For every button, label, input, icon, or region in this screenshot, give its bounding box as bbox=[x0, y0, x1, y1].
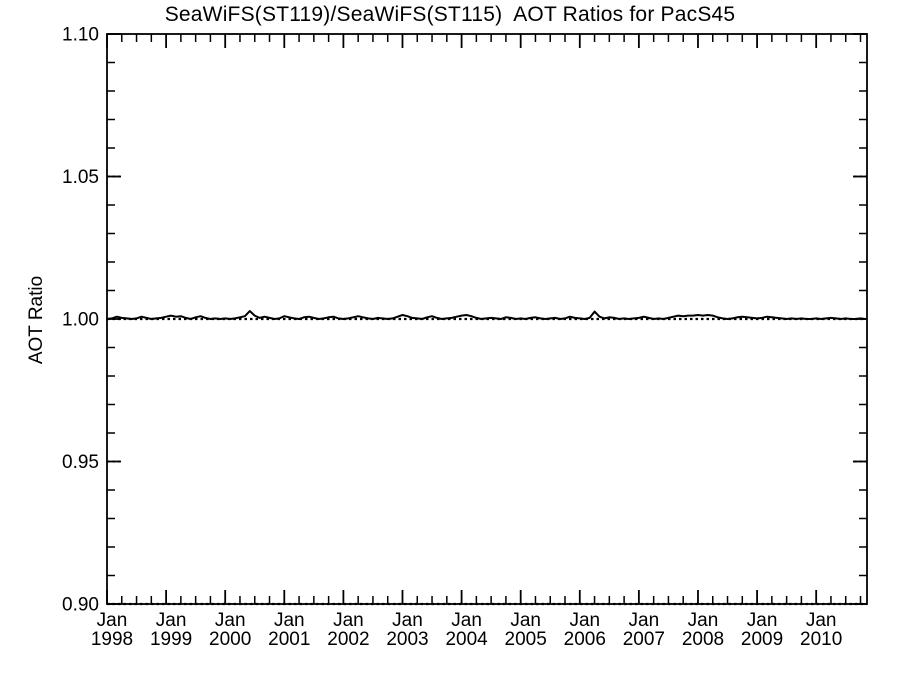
x-tick-label: Jan 2005 bbox=[505, 610, 547, 650]
y-tick-label: 1.10 bbox=[62, 25, 99, 46]
x-tick-label: Jan 2010 bbox=[800, 610, 842, 650]
x-tick-label: Jan 1998 bbox=[91, 610, 133, 650]
x-tick-label: Jan 2004 bbox=[445, 610, 488, 650]
x-tick-label: Jan 2008 bbox=[682, 610, 724, 650]
x-tick-label: Jan 2001 bbox=[268, 610, 310, 650]
y-tick-label: 1.05 bbox=[62, 167, 99, 188]
x-tick-label: Jan 2007 bbox=[623, 610, 665, 650]
x-tick-label: Jan 2002 bbox=[327, 610, 369, 650]
y-tick-label: 1.00 bbox=[62, 310, 99, 331]
x-tick-label: Jan 2006 bbox=[564, 610, 606, 650]
y-tick-label: 0.90 bbox=[62, 595, 99, 616]
chart-title: SeaWiFS(ST119)/SeaWiFS(ST115) AOT Ratios… bbox=[164, 3, 736, 26]
x-tick-label: Jan 1999 bbox=[150, 610, 192, 650]
x-tick-label: Jan 2009 bbox=[741, 610, 783, 650]
y-tick-label: 0.95 bbox=[62, 452, 99, 473]
data-series-line bbox=[106, 310, 867, 320]
x-tick-label: Jan 2000 bbox=[209, 610, 251, 650]
x-tick-label: Jan 2003 bbox=[386, 610, 428, 650]
